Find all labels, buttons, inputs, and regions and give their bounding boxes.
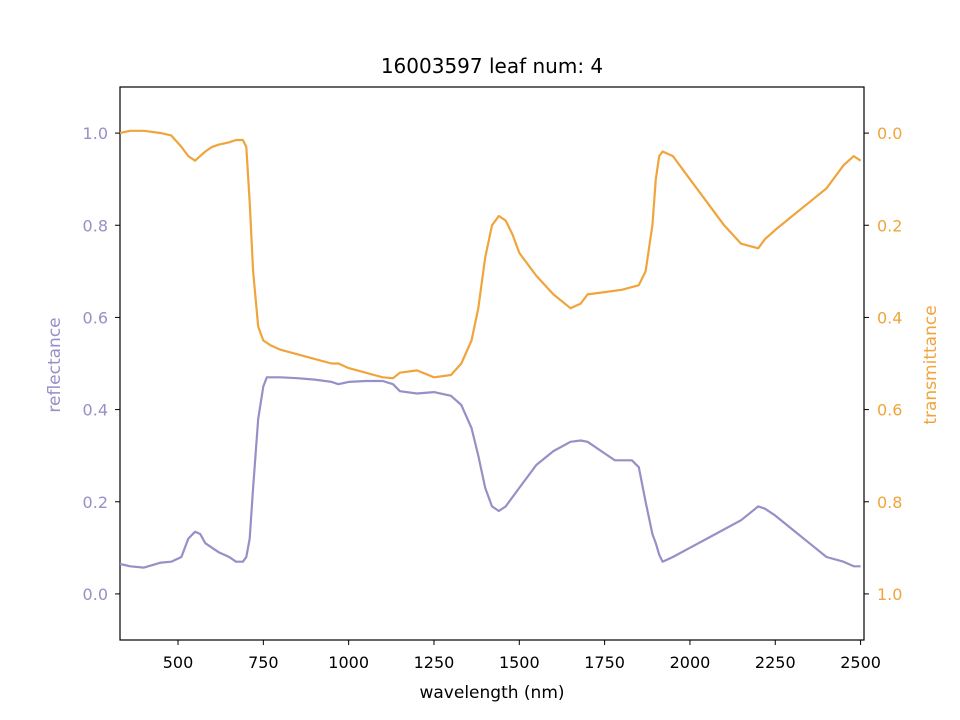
y-right-tick-label: 0.6 bbox=[877, 401, 902, 420]
y-right-tick-label: 0.4 bbox=[877, 308, 902, 327]
x-tick-label: 1750 bbox=[584, 653, 625, 672]
y-left-tick-label: 0.6 bbox=[83, 308, 108, 327]
transmittance-line bbox=[119, 129, 862, 380]
y-axis-right: 0.0 0.2 0.4 0.6 0.8 1.0 bbox=[864, 124, 902, 604]
y-left-tick-label: 0.2 bbox=[83, 493, 108, 512]
y-right-tick-label: 0.2 bbox=[877, 216, 902, 235]
x-axis: 500 750 1000 1250 1500 1750 2000 2250 2500 bbox=[163, 640, 881, 672]
y-axis-right-title: transmittance bbox=[921, 305, 941, 424]
plot-frame bbox=[119, 86, 865, 641]
x-tick-label: 1000 bbox=[328, 653, 369, 672]
y-right-tick-label: 1.0 bbox=[877, 585, 902, 604]
reflectance-line bbox=[119, 376, 861, 569]
chart-title: 16003597 leaf num: 4 bbox=[381, 54, 603, 78]
x-tick-label: 2500 bbox=[840, 653, 881, 672]
y-left-tick-label: 1.0 bbox=[83, 124, 108, 143]
y-right-tick-label: 0.0 bbox=[877, 124, 902, 143]
x-tick-label: 2250 bbox=[755, 653, 796, 672]
y-axis-left-title: reflectance bbox=[45, 317, 65, 412]
y-left-tick-label: 0.4 bbox=[83, 401, 108, 420]
y-right-tick-label: 0.8 bbox=[877, 493, 902, 512]
series-layer bbox=[119, 129, 862, 569]
x-tick-label: 750 bbox=[248, 653, 279, 672]
x-tick-label: 1250 bbox=[414, 653, 455, 672]
x-axis-title: wavelength (nm) bbox=[419, 683, 564, 703]
y-left-tick-label: 0.8 bbox=[83, 216, 108, 235]
x-tick-label: 2000 bbox=[670, 653, 711, 672]
y-left-tick-label: 0.0 bbox=[83, 585, 108, 604]
y-axis-left: 0.0 0.2 0.4 0.6 0.8 1.0 bbox=[83, 124, 120, 604]
x-tick-label: 1500 bbox=[499, 653, 540, 672]
x-tick-label: 500 bbox=[163, 653, 194, 672]
